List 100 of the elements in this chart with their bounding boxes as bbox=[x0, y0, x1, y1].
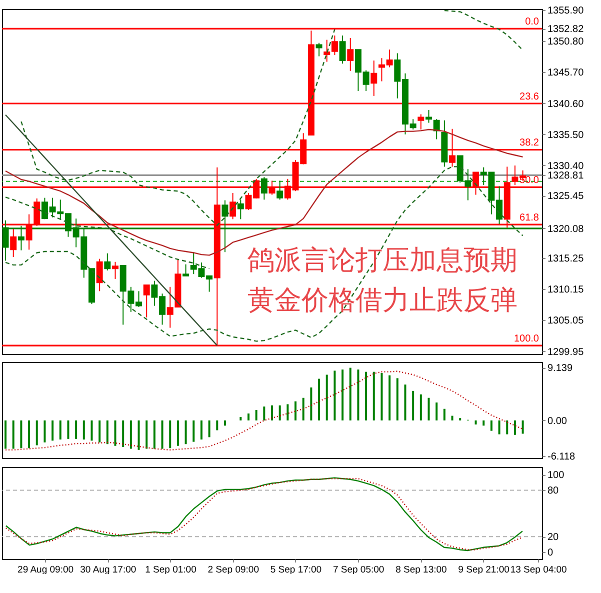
bar bbox=[506, 420, 508, 434]
bar bbox=[263, 406, 266, 420]
bar bbox=[169, 420, 172, 448]
candlestick bbox=[260, 176, 268, 200]
y-tick-label: 1345.70 bbox=[548, 68, 584, 79]
candlestick bbox=[112, 261, 118, 280]
bar bbox=[216, 420, 218, 430]
y-tick-label: 1350.80 bbox=[548, 36, 584, 48]
bar bbox=[122, 420, 124, 448]
y-tick-label: 1299.95 bbox=[548, 346, 584, 358]
bar bbox=[98, 420, 101, 442]
bar bbox=[52, 420, 54, 441]
bar bbox=[247, 413, 250, 420]
y-tick-label: 0.00 bbox=[548, 416, 568, 427]
bar bbox=[365, 372, 368, 420]
bar bbox=[342, 370, 344, 420]
annotation: 黄金价格借力止跌反弹 bbox=[248, 284, 518, 316]
bar bbox=[490, 420, 492, 431]
bar bbox=[44, 420, 46, 442]
bar bbox=[82, 420, 85, 440]
bar bbox=[192, 420, 195, 442]
y-tick-label: 1340.60 bbox=[548, 98, 584, 110]
line-series bbox=[4, 370, 524, 451]
y-tick-label: 1310.15 bbox=[548, 284, 584, 296]
bar bbox=[474, 420, 477, 424]
y-tick-label: 1315.25 bbox=[548, 253, 584, 264]
bar bbox=[396, 378, 398, 420]
candlestick bbox=[370, 60, 378, 96]
bar bbox=[4, 420, 7, 449]
y-tick-label: 1330.40 bbox=[548, 160, 584, 172]
bar bbox=[514, 420, 516, 435]
bar bbox=[130, 420, 132, 449]
bar bbox=[176, 420, 179, 446]
annotation: 23.6 bbox=[520, 92, 540, 102]
bar bbox=[138, 420, 140, 450]
y-tick-label: -6.118 bbox=[548, 451, 576, 462]
y-tick-label: 20 bbox=[548, 532, 560, 544]
bar bbox=[380, 372, 383, 420]
bar bbox=[372, 372, 375, 420]
candlestick bbox=[96, 258, 103, 292]
bar bbox=[28, 420, 30, 448]
candlestick bbox=[339, 35, 346, 64]
candlestick bbox=[316, 42, 322, 57]
bar bbox=[388, 375, 391, 420]
bar bbox=[153, 420, 156, 449]
bar bbox=[36, 420, 38, 446]
bar bbox=[318, 378, 320, 420]
bar bbox=[420, 394, 422, 420]
bar bbox=[161, 420, 164, 449]
candlestick bbox=[418, 114, 424, 130]
candlestick bbox=[143, 284, 150, 318]
bar bbox=[278, 405, 281, 420]
y-tick-label: 1325.45 bbox=[548, 191, 584, 202]
bar bbox=[146, 420, 148, 449]
bar bbox=[20, 420, 22, 448]
bar bbox=[200, 420, 202, 440]
y-tick-label: 1320.08 bbox=[548, 224, 584, 235]
y-tick-label: 1328.81 bbox=[548, 170, 584, 182]
bar bbox=[255, 410, 258, 420]
candlestick bbox=[237, 199, 244, 220]
y-tick-label: 100 bbox=[548, 470, 565, 482]
bar bbox=[436, 402, 438, 420]
bar bbox=[522, 420, 524, 434]
y-tick-label: 1352.82 bbox=[548, 24, 584, 36]
bar bbox=[443, 408, 446, 420]
bar bbox=[271, 405, 273, 420]
line-series bbox=[4, 196, 210, 270]
bar bbox=[294, 401, 297, 420]
bar bbox=[224, 420, 226, 426]
bar bbox=[412, 390, 414, 420]
y-tick-label: 1305.05 bbox=[548, 316, 584, 327]
bar bbox=[59, 420, 62, 440]
bar bbox=[482, 420, 485, 426]
bar bbox=[286, 404, 289, 420]
bar bbox=[334, 370, 336, 420]
bar bbox=[310, 387, 312, 420]
bar bbox=[12, 420, 14, 449]
bar bbox=[208, 420, 210, 438]
y-tick-label: 0 bbox=[548, 548, 554, 559]
annotation: 61.8 bbox=[520, 212, 540, 224]
y-tick-label: 1335.50 bbox=[548, 130, 584, 141]
candlestick bbox=[426, 109, 432, 124]
bar bbox=[114, 420, 116, 446]
y-tick-label: 9.139 bbox=[548, 363, 573, 374]
candlestick bbox=[182, 264, 190, 276]
y-tick-label: 80 bbox=[548, 486, 560, 497]
bar bbox=[357, 370, 360, 420]
bar bbox=[67, 420, 70, 439]
candlestick bbox=[104, 252, 111, 271]
annotation: 鸽派言论打压加息预期 bbox=[248, 244, 518, 276]
annotation: 100.0 bbox=[514, 334, 540, 345]
bar bbox=[498, 420, 500, 434]
candlestick bbox=[10, 228, 17, 258]
y-tick-label: 1355.90 bbox=[548, 5, 584, 16]
bar bbox=[451, 416, 454, 420]
bar bbox=[75, 420, 78, 439]
bar bbox=[404, 384, 406, 420]
annotation: 38.2 bbox=[520, 138, 540, 149]
bar bbox=[302, 398, 304, 420]
line-series bbox=[4, 114, 218, 346]
